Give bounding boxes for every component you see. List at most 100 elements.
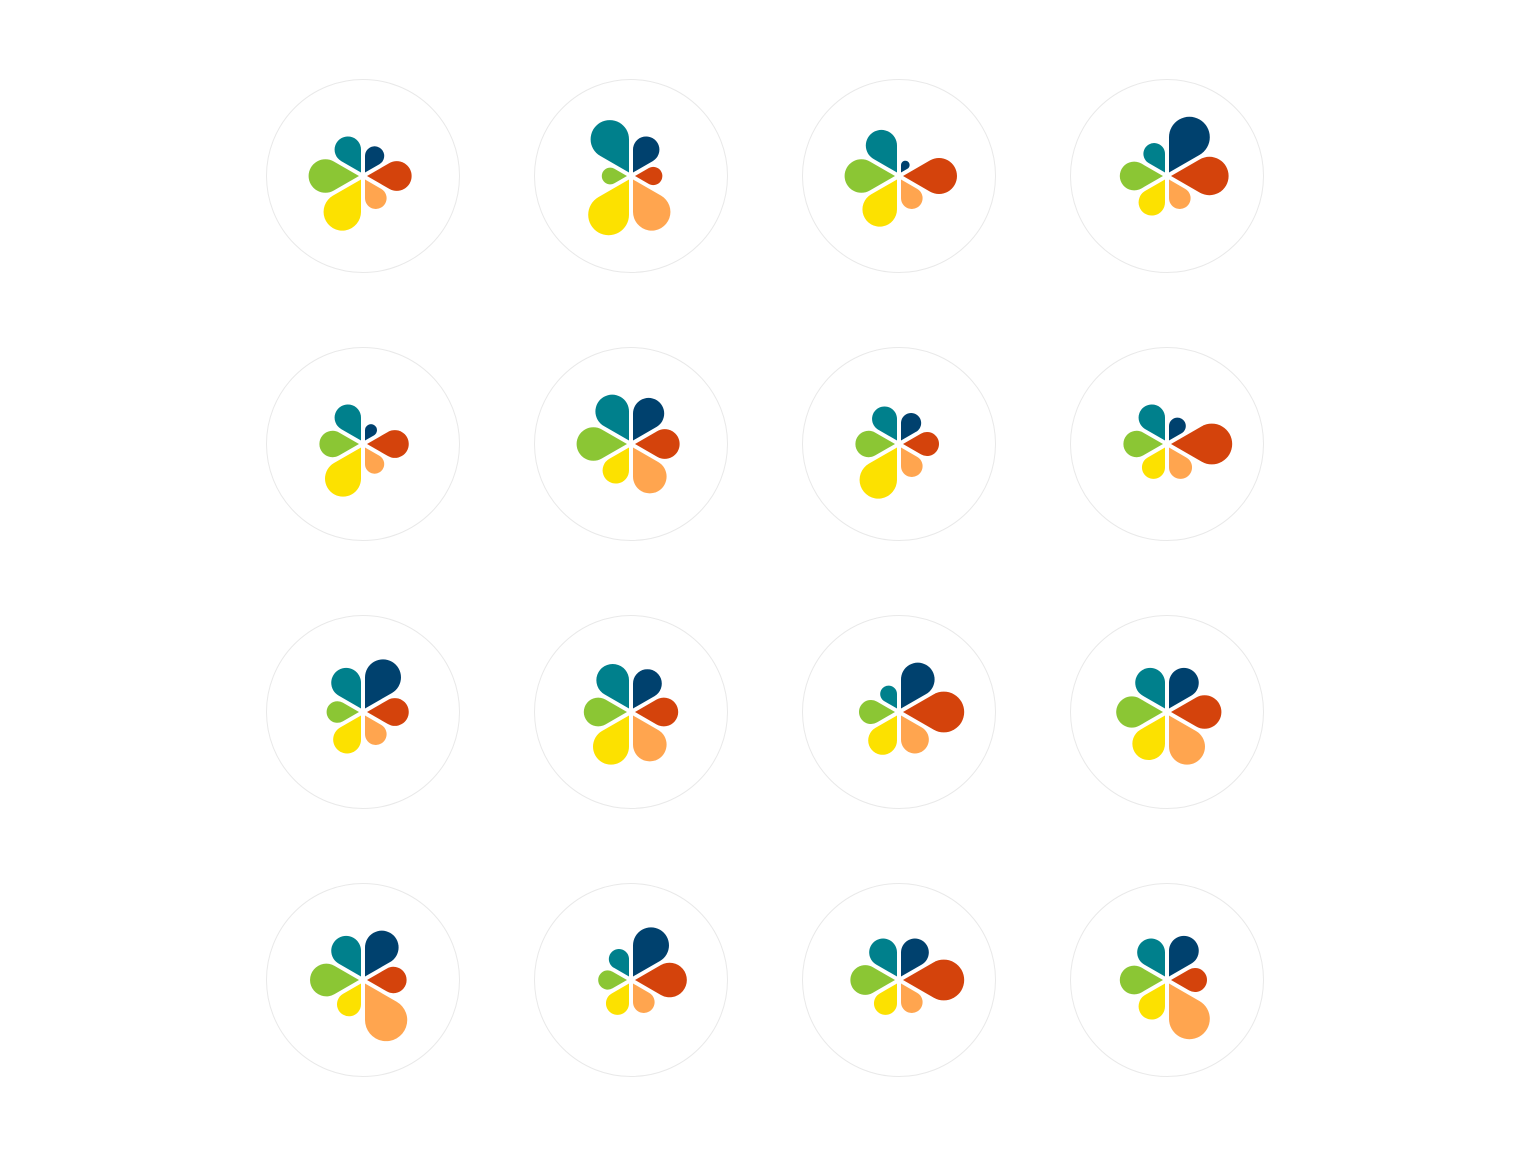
petal-orange xyxy=(365,983,408,1042)
petal-yellow xyxy=(323,179,361,231)
petal-red xyxy=(903,158,957,194)
icon-cell[interactable] xyxy=(266,883,460,1077)
petal-red xyxy=(367,698,409,726)
petal-green xyxy=(576,427,627,461)
icon-cell[interactable] xyxy=(1070,347,1264,541)
icon-cell[interactable] xyxy=(534,883,728,1077)
icon-cell[interactable] xyxy=(802,79,996,273)
petal-orange xyxy=(365,715,387,745)
petal-yellow xyxy=(325,447,362,497)
petal-navy xyxy=(364,930,399,977)
petal-yellow xyxy=(602,447,629,484)
petal-teal xyxy=(595,394,630,441)
petal-orange xyxy=(1168,447,1192,479)
petal-navy xyxy=(364,659,401,709)
petal-navy xyxy=(632,398,665,441)
icon-cell[interactable] xyxy=(802,347,996,541)
petal-navy xyxy=(901,160,910,173)
petal-red xyxy=(367,966,407,994)
petal-green xyxy=(598,970,627,990)
icon-cell[interactable] xyxy=(1070,79,1264,273)
petal-red xyxy=(1171,423,1233,465)
petal-navy xyxy=(900,938,929,977)
petal-orange xyxy=(1169,179,1191,209)
petal-yellow xyxy=(588,179,630,236)
pinwheel-icon-14 xyxy=(598,927,687,1015)
petal-red xyxy=(1171,156,1229,196)
petal-green xyxy=(1116,696,1163,728)
icon-cell[interactable] xyxy=(266,347,460,541)
petal-yellow xyxy=(862,179,897,227)
petal-orange xyxy=(633,983,655,1013)
petal-yellow xyxy=(1138,983,1165,1020)
pinwheel-icon-3 xyxy=(844,130,957,227)
petal-teal xyxy=(331,667,362,709)
pinwheel-icon-2 xyxy=(588,120,671,236)
icon-cell[interactable] xyxy=(802,615,996,809)
petal-teal xyxy=(596,663,629,709)
pinwheel-icon-5 xyxy=(319,404,409,497)
petal-navy xyxy=(1168,116,1210,173)
petal-teal xyxy=(880,685,897,709)
petal-red xyxy=(367,430,409,458)
icon-cell[interactable] xyxy=(1070,883,1264,1077)
petal-red xyxy=(635,962,687,998)
petal-yellow xyxy=(337,983,361,1017)
petal-red xyxy=(367,161,412,191)
petal-green xyxy=(601,167,627,185)
icon-cell[interactable] xyxy=(534,79,728,273)
icon-grid xyxy=(266,79,1266,1079)
petal-orange xyxy=(633,179,671,231)
pinwheel-icon-7 xyxy=(855,406,940,499)
petal-orange xyxy=(632,447,667,494)
petal-teal xyxy=(1143,143,1165,173)
petal-orange xyxy=(901,447,923,477)
petal-navy xyxy=(1168,667,1199,709)
petal-navy xyxy=(900,412,922,441)
petal-navy xyxy=(900,662,935,709)
petal-yellow xyxy=(606,983,630,1015)
petal-navy xyxy=(1168,935,1199,977)
pinwheel-icon-9 xyxy=(326,659,409,754)
pinwheel-icon-8 xyxy=(1123,404,1233,479)
petal-navy xyxy=(364,424,377,441)
petal-orange xyxy=(632,715,667,762)
petal-green xyxy=(1119,965,1163,995)
pinwheel-icon-6 xyxy=(576,394,680,494)
petal-red xyxy=(635,166,663,186)
petal-orange xyxy=(365,447,385,474)
petal-green xyxy=(583,697,627,727)
petal-navy xyxy=(633,136,660,173)
petal-teal xyxy=(590,120,630,173)
petal-teal xyxy=(872,406,898,441)
petal-red xyxy=(635,429,680,459)
pinwheel-icon-4 xyxy=(1119,116,1229,216)
pinwheel-icon-12 xyxy=(1116,667,1222,765)
pinwheel-icon-13 xyxy=(310,930,408,1042)
petal-teal xyxy=(865,130,898,173)
icon-cell[interactable] xyxy=(1070,615,1264,809)
pinwheel-icon-15 xyxy=(850,938,965,1015)
petal-orange xyxy=(1168,983,1210,1040)
pinwheel-icon-16 xyxy=(1119,935,1210,1040)
petal-yellow xyxy=(1142,447,1166,479)
petal-teal xyxy=(334,136,361,173)
petal-navy xyxy=(365,146,385,173)
petal-navy xyxy=(632,927,669,977)
icon-cell[interactable] xyxy=(266,79,460,273)
petal-green xyxy=(844,159,895,193)
petal-red xyxy=(1171,968,1208,992)
icon-cell[interactable] xyxy=(266,615,460,809)
petal-teal xyxy=(1137,938,1166,977)
petal-green xyxy=(319,430,359,458)
icon-cell[interactable] xyxy=(534,615,728,809)
petal-yellow xyxy=(1138,179,1165,216)
icon-cell[interactable] xyxy=(802,883,996,1077)
petal-yellow xyxy=(593,715,630,765)
icon-cell[interactable] xyxy=(534,347,728,541)
petal-teal xyxy=(331,935,362,977)
pinwheel-icon-11 xyxy=(858,662,965,755)
petal-orange xyxy=(1168,715,1205,765)
pinwheel-icon-10 xyxy=(583,663,679,765)
petal-red xyxy=(635,697,679,727)
